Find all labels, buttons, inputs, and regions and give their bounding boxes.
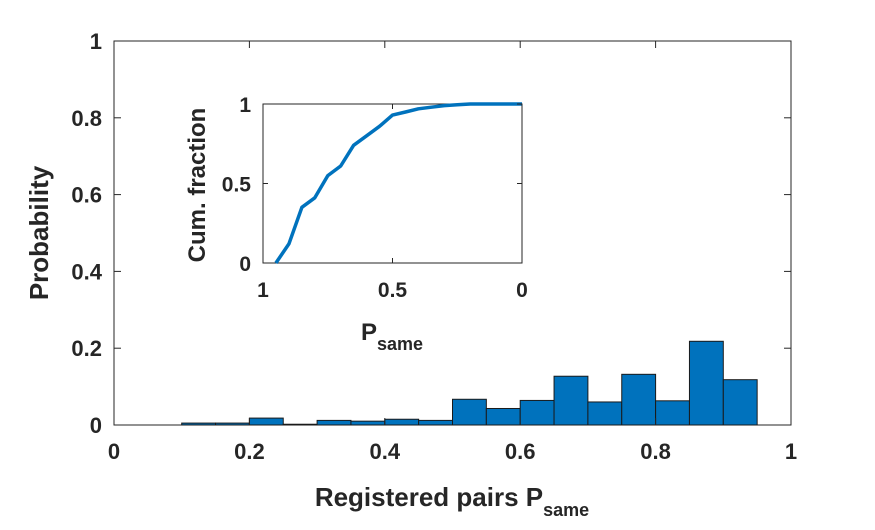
inset-axes-box [262,103,523,264]
y-tick-label: 0.6 [71,183,102,208]
inset-axis-ticks: 1 0.5 0 0 0.5 1 [222,94,528,302]
x-tick-label: 0.2 [234,439,265,464]
histogram-bar [316,419,352,426]
y-tick-label: 0.8 [71,106,102,131]
histogram-bar [519,399,555,426]
y-tick-label: 0.4 [71,259,102,284]
inset-x-tick-label: 0.5 [378,279,408,302]
histogram-bar [418,419,453,426]
histogram-bar [215,422,250,426]
histogram-bar [655,400,690,426]
histogram-bar [350,420,386,426]
inset-y-axis-label: Cum. fraction [184,108,211,263]
histogram-bar [384,418,420,426]
histogram-bars [181,340,758,426]
x-axis-label: Registered pairs Psame [315,482,589,520]
y-tick-label: 0.2 [71,336,102,361]
histogram-bar [587,401,623,426]
inset-y-tick-label: 1 [239,94,251,117]
y-axis-label: Probability [24,165,54,300]
x-tick-label: 1 [785,439,797,464]
inset-x-tick-label: 1 [257,279,269,302]
x-tick-label: 0.4 [370,439,401,464]
x-axis-label-text: Registered pairs P [315,482,543,512]
histogram-bar [452,398,487,426]
histogram-bar [485,407,521,426]
inset-x-tick-label: 0 [516,279,528,302]
y-tick-label: 1 [90,29,102,54]
histogram-bar [282,423,318,426]
y-tick-label: 0 [90,413,102,438]
x-tick-label: 0.6 [505,439,536,464]
histogram-bar [553,375,589,426]
histogram-bar [688,340,724,426]
inset-x-axis-label-subscript: same [377,334,423,354]
main-axis-ticks: 0 0.2 0.4 0.6 0.8 100.20.40.60.81 [71,29,797,464]
histogram-bar [248,417,284,426]
histogram-bar [722,379,758,426]
inset-y-tick-label: 0.5 [222,174,252,197]
inset-y-tick-label: 0 [239,253,251,276]
x-tick-label: 0 [108,439,120,464]
x-axis-label-subscript: same [543,500,589,520]
histogram-bar [621,373,657,426]
cumulative-fraction-line [274,102,522,264]
x-tick-label: 0.8 [640,439,671,464]
inset-x-axis-label-text: P [361,319,377,346]
histogram-bar [181,422,217,426]
inset-x-axis-label: Psame [361,319,423,354]
